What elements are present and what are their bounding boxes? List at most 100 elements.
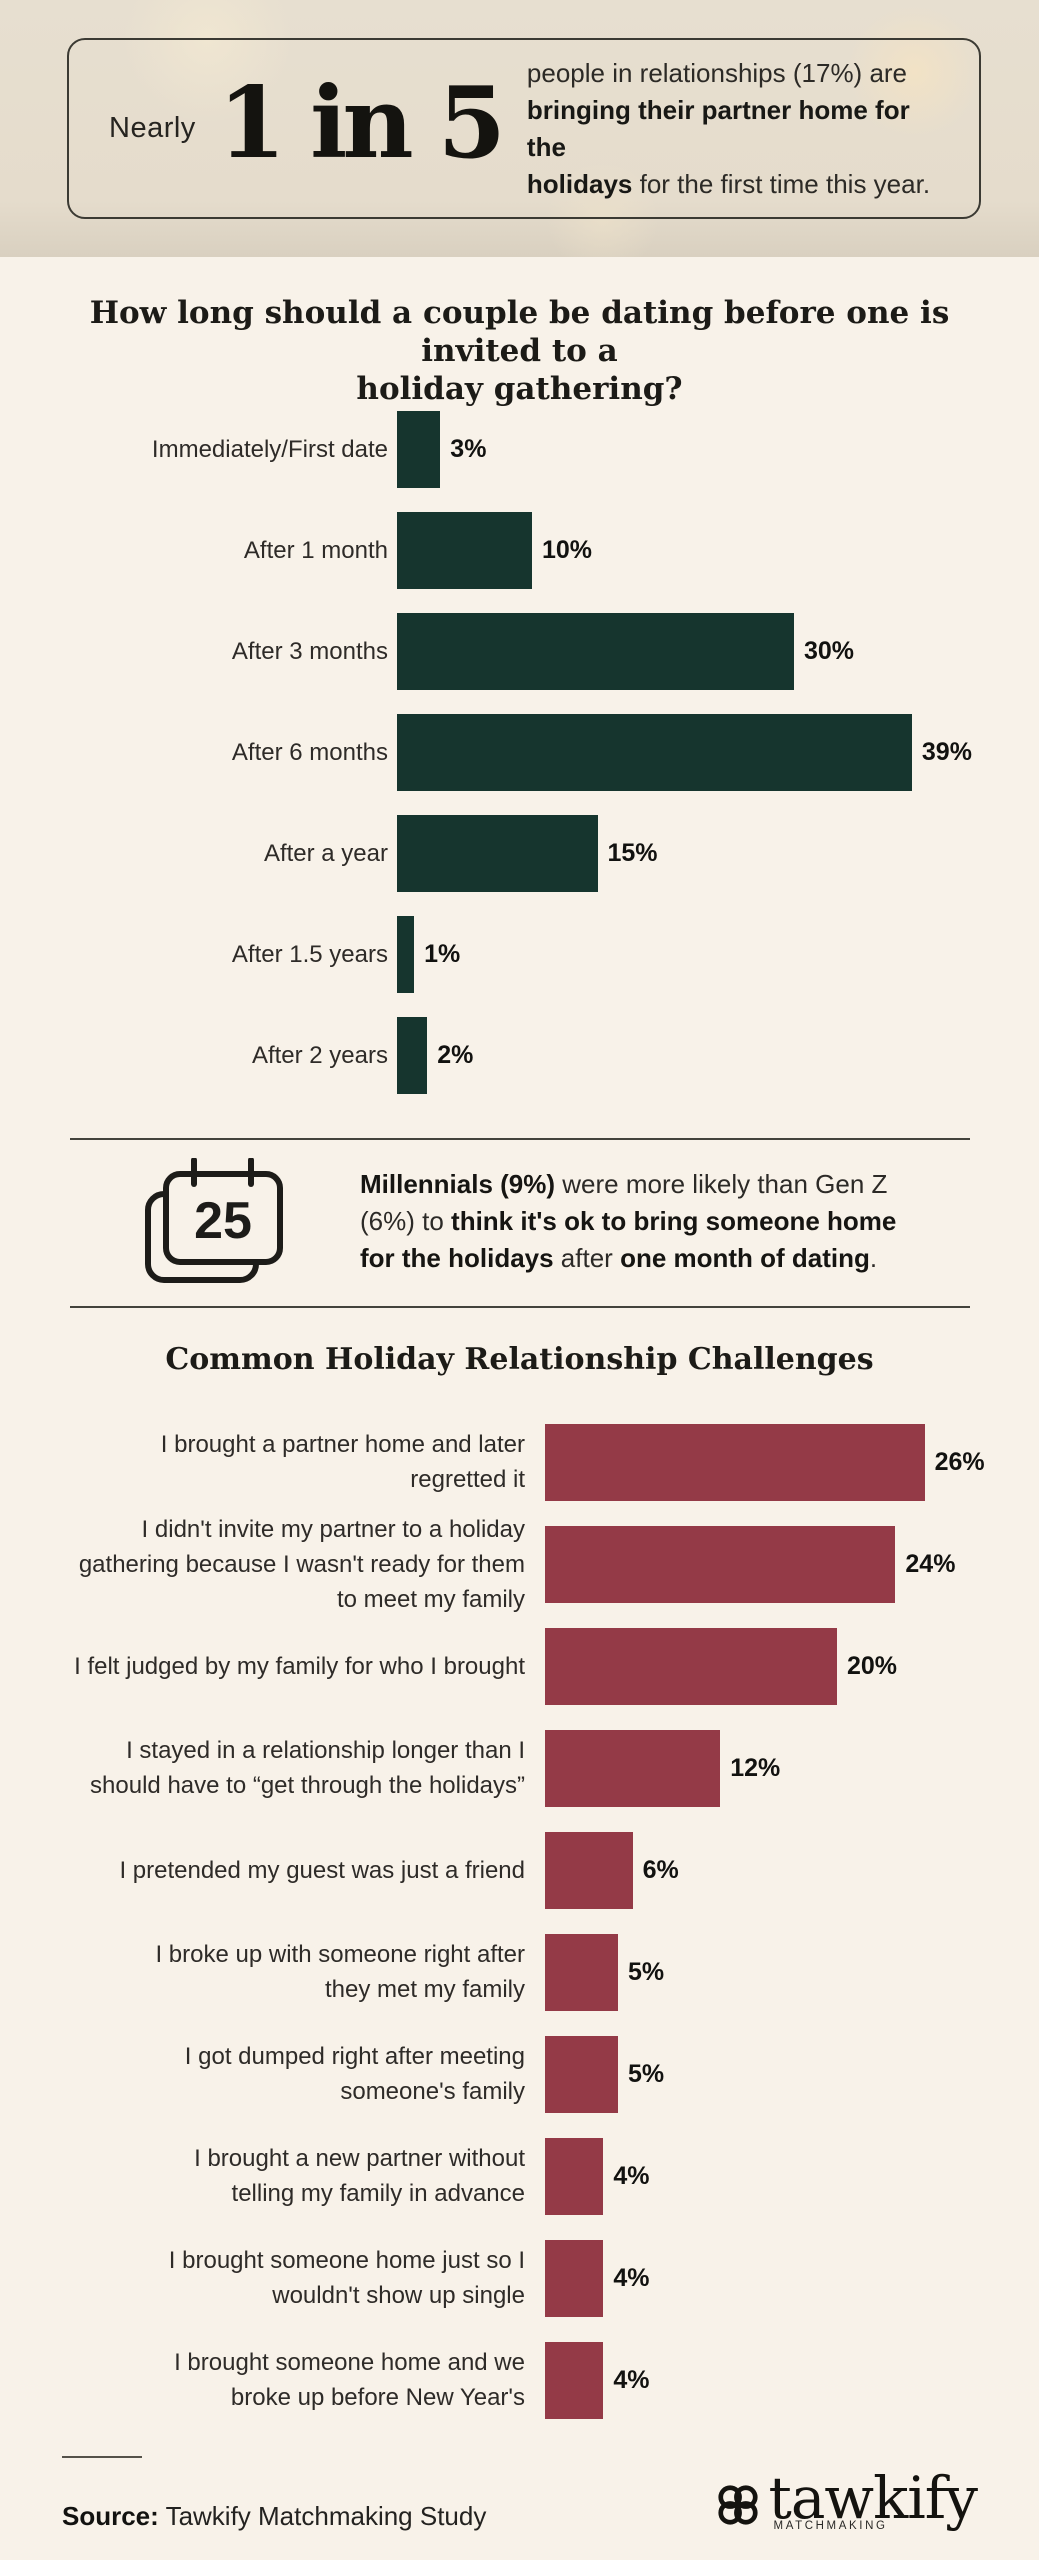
bar — [545, 1933, 618, 2011]
callout-line-3: for the holidays after one month of dati… — [360, 1240, 980, 1277]
bar-label: After 3 months — [231, 638, 388, 665]
calendar-icon: 25 — [145, 1158, 283, 1283]
hero-section: Nearly 1 in 5 people in relationships (1… — [0, 0, 1039, 257]
bar-row: I broke up with someone right after they… — [0, 1921, 1039, 2023]
bar — [397, 411, 441, 488]
bar-value: 1% — [424, 940, 461, 968]
logo-text-block: tawkify MATCHMAKING — [768, 2464, 978, 2532]
bar-label: I stayed in a relationship longer than I… — [90, 1737, 525, 1799]
source-text: Tawkify Matchmaking Study — [158, 2501, 487, 2531]
bar-label: I didn't invite my partner to a holiday … — [78, 1515, 525, 1613]
callout-divider-top — [70, 1138, 970, 1140]
bar-label: I got dumped right after meeting someone… — [184, 2043, 525, 2105]
callout-l2-start: (6%) to — [360, 1206, 452, 1236]
bar-value: 12% — [730, 1753, 781, 1782]
source-label: Source: — [62, 2501, 159, 2531]
bar-value: 30% — [804, 637, 855, 665]
bar-label: I brought someone home just so I wouldn'… — [168, 2247, 525, 2309]
callout-text: Millennials (9%) were more likely than G… — [360, 1166, 980, 1277]
hero-line1-text: people in relationships (17%) are — [526, 57, 908, 88]
bar — [397, 512, 532, 589]
bar-label: I pretended my guest was just a friend — [119, 1856, 525, 1884]
bar-value: 4% — [613, 2365, 650, 2394]
tawkify-knot-icon — [717, 2485, 758, 2525]
callout-l2-bold: think it's ok to bring someone home — [451, 1206, 897, 1236]
callout-l1-rest: were more likely than Gen Z — [555, 1169, 888, 1199]
bar-value: 24% — [905, 1549, 956, 1578]
bar-row: I brought someone home and we broke up b… — [0, 2329, 1039, 2431]
bar-label: Immediately/First date — [151, 436, 388, 463]
bar-row: After 1.5 years 1% — [0, 904, 1039, 1005]
bar — [545, 1525, 896, 1603]
bar-label: I brought a partner home and later regre… — [160, 1431, 525, 1493]
hero-big-stat: 1 in 5 — [217, 66, 506, 181]
chart1-dating-duration: Immediately/First date 3% After 1 month 10%… — [0, 399, 1039, 1106]
bar-label: I felt judged by my family for who I bro… — [74, 1652, 525, 1680]
bar-row: I didn't invite my partner to a holiday … — [0, 1513, 1039, 1615]
logo-subtitle: MATCHMAKING — [773, 2520, 888, 2532]
bar-value: 26% — [934, 1447, 985, 1476]
hero-line3-rest: for the first time this year. — [632, 168, 931, 199]
bar-label: I brought someone home and we broke up b… — [174, 2349, 525, 2411]
callout-line-1: Millennials (9%) were more likely than G… — [360, 1166, 980, 1203]
bar — [397, 815, 598, 892]
bar-value: 10% — [542, 536, 593, 564]
hero-line-3: holidays for the first time this year. — [527, 166, 945, 203]
chart1-title: How long should a couple be dating befor… — [89, 295, 950, 407]
bar-label: After 2 years — [251, 1042, 388, 1069]
hero-stat-box: Nearly 1 in 5 people in relationships (1… — [67, 38, 981, 219]
bar-row: After a year 15% — [0, 803, 1039, 904]
bar — [397, 1017, 428, 1094]
footer-rule — [62, 2456, 142, 2458]
bar-row: I pretended my guest was just a friend 6% — [0, 1819, 1039, 1921]
bar-row: I stayed in a relationship longer than I… — [0, 1717, 1039, 1819]
bar — [545, 1831, 633, 1909]
source-note: Source: Tawkify Matchmaking Study — [62, 2501, 486, 2532]
bar-value: 3% — [450, 435, 487, 463]
bar-row: I brought a new partner without telling … — [0, 2125, 1039, 2227]
tawkify-logo: tawkify MATCHMAKING — [715, 2464, 978, 2532]
bar-row: I brought someone home just so I wouldn'… — [0, 2227, 1039, 2329]
bar — [545, 2239, 604, 2317]
bar-label: After 1 month — [243, 537, 388, 564]
bar — [545, 1423, 925, 1501]
bar-label: After a year — [263, 840, 388, 867]
callout-l3-end: . — [869, 1243, 878, 1273]
bar-label: After 6 months — [231, 739, 388, 766]
bar-label: I broke up with someone right after they… — [155, 1941, 525, 2003]
hero-description: people in relationships (17%) are bringi… — [527, 55, 945, 203]
bar-row: After 6 months 39% — [0, 702, 1039, 803]
bar-value: 5% — [628, 2059, 665, 2088]
bar-value: 6% — [642, 1855, 679, 1884]
bar-row: After 1 month 10% — [0, 500, 1039, 601]
bar-row: I brought a partner home and later regre… — [0, 1411, 1039, 1513]
chart2-holiday-challenges: I brought a partner home and later regre… — [0, 1411, 1039, 2431]
hero-line2-bold: bringing their partner home for the — [526, 94, 910, 162]
callout-l3-bold1: for the holidays — [360, 1243, 554, 1273]
bar — [545, 2137, 604, 2215]
chart2-title: Common Holiday Relationship Challenges — [165, 1342, 874, 1377]
bar — [397, 714, 912, 791]
bar-label: I brought a new partner without telling … — [194, 2145, 525, 2207]
hero-line-1: people in relationships (17%) are — [527, 55, 945, 92]
bar-row: After 2 years 2% — [0, 1005, 1039, 1106]
bar — [397, 613, 794, 690]
bar — [397, 916, 415, 993]
bar-value: 39% — [921, 738, 972, 766]
bar-value: 5% — [628, 1957, 665, 1986]
calendar-day-number: 25 — [194, 1192, 252, 1250]
bar-row: I felt judged by my family for who I bro… — [0, 1615, 1039, 1717]
bar-value: 4% — [613, 2263, 650, 2292]
logo-wordmark: tawkify — [768, 2464, 978, 2532]
bar — [545, 2341, 604, 2419]
bar-value: 2% — [437, 1041, 474, 1069]
bar-row: After 3 months 30% — [0, 601, 1039, 702]
hero-prefix: Nearly — [109, 112, 196, 144]
bar-value: 15% — [607, 839, 658, 867]
bar — [545, 1627, 837, 1705]
hero-line-2: bringing their partner home for the — [527, 92, 945, 166]
bar-value: 4% — [613, 2161, 650, 2190]
callout-l3-bold2: one month of dating — [620, 1243, 870, 1273]
bar-label: After 1.5 years — [231, 941, 388, 968]
